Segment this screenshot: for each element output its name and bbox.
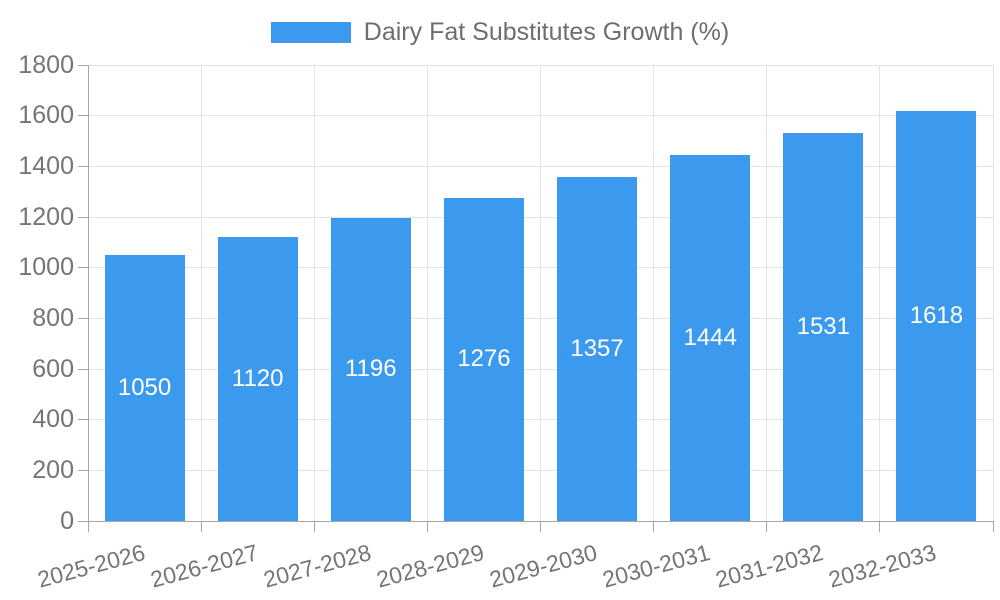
bar-2032-2033: 1618 bbox=[896, 111, 977, 521]
y-axis-tick bbox=[78, 267, 88, 269]
x-axis-line bbox=[78, 520, 993, 522]
v-gridline bbox=[879, 65, 881, 521]
legend-swatch-icon bbox=[270, 22, 351, 43]
x-axis-tick bbox=[653, 521, 655, 532]
v-gridline bbox=[200, 65, 202, 521]
bar-2027-2028: 1196 bbox=[330, 218, 411, 521]
v-gridline bbox=[766, 65, 768, 521]
bar-2026-2027: 1120 bbox=[217, 237, 298, 521]
x-axis-tick bbox=[540, 521, 541, 532]
bar-value-label: 1531 bbox=[796, 313, 850, 341]
y-tick-label: 1200 bbox=[18, 202, 74, 231]
bar-2029-2030: 1357 bbox=[557, 177, 638, 521]
y-axis-tick bbox=[78, 419, 88, 421]
x-axis-tick bbox=[200, 521, 202, 532]
x-tick-label: 2028-2029 bbox=[373, 539, 487, 593]
y-axis-tick bbox=[78, 216, 88, 218]
y-tick-label: 1600 bbox=[18, 101, 74, 130]
bar-2028-2029: 1276 bbox=[443, 197, 524, 521]
bar-value-label: 1444 bbox=[683, 324, 737, 352]
legend: Dairy Fat Substitutes Growth (%) bbox=[0, 18, 1000, 47]
y-axis-tick bbox=[78, 317, 88, 319]
bar-value-label: 1050 bbox=[117, 374, 172, 401]
bar-value-label: 1276 bbox=[457, 345, 511, 373]
y-tick-label: 800 bbox=[32, 303, 74, 332]
legend-label: Dairy Fat Substitutes Growth (%) bbox=[363, 18, 730, 46]
y-tick-label: 1000 bbox=[18, 253, 74, 282]
y-axis-line bbox=[87, 65, 89, 532]
x-tick-label: 2027-2028 bbox=[260, 539, 374, 593]
x-tick-label: 2029-2030 bbox=[486, 539, 600, 593]
bar-value-label: 1357 bbox=[570, 335, 624, 363]
bar-value-label: 1618 bbox=[909, 302, 964, 330]
x-axis-tick bbox=[313, 521, 315, 532]
v-gridline bbox=[426, 65, 428, 521]
x-tick-label: 2030-2031 bbox=[599, 539, 713, 593]
x-tick-label: 2025-2026 bbox=[34, 539, 148, 593]
x-axis-tick bbox=[426, 521, 428, 532]
y-tick-label: 200 bbox=[32, 455, 74, 484]
bar-2031-2032: 1531 bbox=[783, 133, 864, 521]
bar-value-label: 1120 bbox=[231, 365, 284, 393]
x-tick-label: 2031-2032 bbox=[713, 539, 827, 593]
v-gridline bbox=[653, 65, 655, 521]
v-gridline bbox=[992, 65, 994, 521]
y-axis-tick bbox=[78, 469, 88, 471]
y-tick-label: 400 bbox=[32, 405, 74, 434]
y-tick-label: 1800 bbox=[18, 50, 74, 79]
y-tick-label: 1400 bbox=[18, 151, 74, 180]
y-axis-tick bbox=[78, 64, 88, 66]
bar-value-label: 1196 bbox=[345, 355, 397, 383]
y-tick-label: 600 bbox=[32, 354, 74, 383]
y-tick-label: 0 bbox=[60, 506, 74, 535]
y-axis-tick bbox=[78, 165, 88, 167]
x-axis-tick bbox=[992, 521, 994, 532]
bar-2025-2026: 1050 bbox=[104, 255, 185, 521]
x-axis-tick bbox=[879, 521, 881, 532]
x-tick-label: 2032-2033 bbox=[826, 539, 940, 593]
y-axis-tick bbox=[78, 368, 88, 370]
plot-area: 1050 1120 1196 1276 1357 1444 1531 1618 bbox=[88, 64, 994, 521]
x-tick-label: 2026-2027 bbox=[147, 539, 261, 593]
x-axis-tick bbox=[766, 521, 768, 532]
v-gridline bbox=[540, 65, 541, 521]
y-axis-tick bbox=[78, 115, 88, 117]
bar-2030-2031: 1444 bbox=[670, 155, 751, 521]
v-gridline bbox=[313, 65, 315, 521]
